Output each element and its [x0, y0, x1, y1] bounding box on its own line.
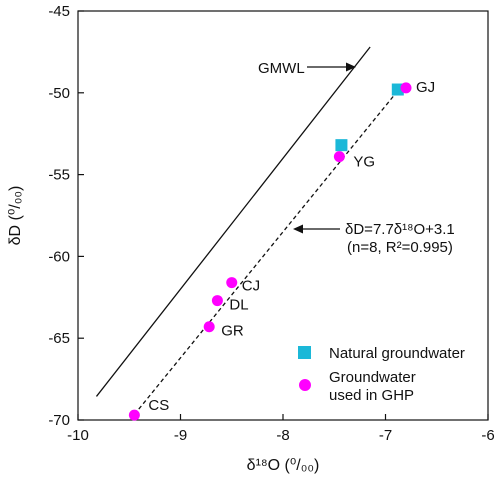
legend-label-ghp-line2: used in GHP — [329, 387, 414, 404]
point-ghp-gj — [400, 82, 412, 94]
equation-stats-label: (n=8, R²=0.995) — [347, 239, 453, 256]
gmwl-line — [95, 46, 371, 397]
fit-line — [133, 86, 402, 415]
gmwl-label: GMWL — [258, 60, 305, 77]
point-natural-groundwater — [335, 139, 348, 152]
y-tick-label: -55 — [48, 167, 70, 184]
x-axis-label: δ¹⁸O (⁰/₀₀) — [247, 457, 320, 474]
equation-label: δD=7.7δ¹⁸O+3.1 — [345, 221, 455, 238]
point-ghp-yg — [333, 151, 345, 163]
legend-marker-ghp — [299, 379, 311, 391]
x-tick-label: -7 — [379, 427, 392, 444]
y-tick-label: -60 — [48, 248, 70, 265]
point-ghp-gr — [203, 321, 215, 333]
data-points — [128, 82, 412, 421]
x-tick-label: -6 — [481, 427, 494, 444]
axis-ticks: -10 -9 -8 -7 -6 -45 -50 -55 -60 -65 -70 — [48, 3, 494, 444]
x-tick-label: -10 — [67, 427, 89, 444]
point-label-gr: GR — [221, 323, 244, 340]
gmwl-arrowhead — [346, 62, 356, 72]
point-ghp-dl — [211, 295, 223, 307]
point-ghp-cs — [128, 409, 140, 421]
y-tick-label: -50 — [48, 85, 70, 102]
point-label-dl: DL — [229, 297, 248, 314]
legend: Natural groundwater Groundwater used in … — [298, 345, 465, 404]
x-tick-label: -8 — [276, 427, 289, 444]
legend-marker-natural — [298, 346, 311, 359]
legend-label-ghp-line1: Groundwater — [329, 369, 416, 386]
point-labels: GJ YG CJ DL GR CS — [148, 79, 435, 414]
y-tick-label: -70 — [48, 412, 70, 429]
y-tick-label: -65 — [48, 330, 70, 347]
regression-lines — [95, 46, 402, 415]
point-label-cs: CS — [148, 397, 169, 414]
y-tick-label: -45 — [48, 3, 70, 20]
point-label-cj: CJ — [242, 278, 260, 295]
point-label-yg: YG — [353, 154, 375, 171]
y-axis-label: δD (⁰/₀₀) — [7, 186, 24, 246]
legend-label-natural: Natural groundwater — [329, 345, 465, 362]
point-label-gj: GJ — [416, 79, 435, 96]
equation-arrowhead — [293, 224, 303, 234]
x-tick-label: -9 — [174, 427, 187, 444]
point-ghp-cj — [226, 277, 238, 289]
annotations: GMWL δD=7.7δ¹⁸O+3.1 (n=8, R²=0.995) — [258, 60, 455, 256]
